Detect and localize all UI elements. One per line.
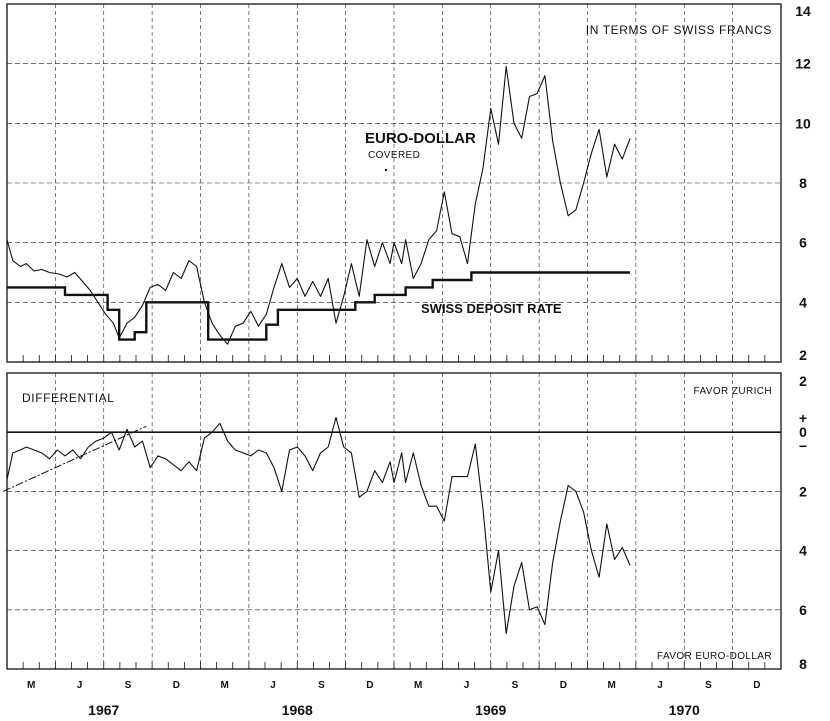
bottom-y-tick-label: 2 bbox=[799, 373, 807, 389]
eurodollar-label: EURO-DOLLAR bbox=[365, 130, 476, 147]
differential-trend-line bbox=[2, 425, 147, 492]
x-year-label: 1970 bbox=[669, 702, 700, 718]
bottom-panel-title: DIFFERENTIAL bbox=[22, 391, 115, 405]
top-series-layer bbox=[6, 66, 631, 345]
favor-zurich-label: FAVOR ZURICH bbox=[693, 386, 772, 397]
bottom-y-tick-label: 6 bbox=[799, 602, 807, 618]
bottom-y-tick-label: 8 bbox=[799, 656, 807, 672]
top-y-tick-label: 6 bbox=[799, 235, 807, 251]
x-axis-labels: M J S D M J S D M J S D M J S D 1967 1968 1969 1970 bbox=[27, 680, 760, 718]
top-month-ticks bbox=[22, 355, 766, 362]
x-month-label: J bbox=[77, 680, 83, 691]
x-month-label: D bbox=[173, 680, 180, 691]
x-month-label: S bbox=[512, 680, 519, 691]
top-y-tick-labels: 2 4 6 8 10 12 14 bbox=[795, 3, 811, 363]
top-panel: 2 4 6 8 10 12 14 IN TERMS OF SWISS FRANCS EURO… bbox=[6, 3, 811, 363]
x-month-label: M bbox=[221, 680, 229, 691]
x-month-label: J bbox=[464, 680, 470, 691]
eurodollar-line bbox=[6, 66, 631, 345]
x-month-label: J bbox=[270, 680, 276, 691]
eurodollar-sublabel: COVERED bbox=[368, 150, 420, 161]
x-month-label: M bbox=[27, 680, 35, 691]
top-panel-title: IN TERMS OF SWISS FRANCS bbox=[586, 23, 772, 37]
bottom-month-ticks bbox=[22, 662, 766, 669]
bottom-y-tick-label: 0 bbox=[799, 424, 807, 440]
top-y-tick-label: 12 bbox=[795, 56, 811, 72]
top-y-tick-label: 2 bbox=[799, 347, 807, 363]
bottom-y-tick-labels: 2 0 2 4 6 8 + − bbox=[799, 373, 807, 672]
x-month-label: D bbox=[560, 680, 567, 691]
x-month-label: S bbox=[705, 680, 712, 691]
top-y-tick-label: 10 bbox=[795, 115, 811, 131]
plus-marker: + bbox=[799, 410, 807, 426]
favor-eurodollar-label: FAVOR EURO-DOLLAR bbox=[657, 651, 772, 662]
x-month-label: S bbox=[318, 680, 325, 691]
x-month-label: D bbox=[366, 680, 373, 691]
top-y-tick-label: 4 bbox=[799, 294, 807, 310]
x-month-label: D bbox=[753, 680, 760, 691]
minus-marker: − bbox=[799, 438, 807, 454]
bottom-y-tick-label: 2 bbox=[799, 483, 807, 499]
x-year-label: 1967 bbox=[88, 702, 119, 718]
x-year-label: 1968 bbox=[282, 702, 313, 718]
x-month-label: M bbox=[414, 680, 422, 691]
differential-line bbox=[6, 416, 631, 635]
x-month-label: J bbox=[657, 680, 663, 691]
top-gridlines bbox=[7, 4, 781, 362]
bottom-gridlines bbox=[7, 373, 781, 669]
top-y-tick-label: 8 bbox=[799, 175, 807, 191]
x-month-label: S bbox=[125, 680, 132, 691]
bottom-series-layer bbox=[2, 416, 631, 635]
x-year-label: 1969 bbox=[475, 702, 506, 718]
top-y-tick-label: 14 bbox=[795, 3, 811, 19]
bottom-panel: 2 0 2 4 6 8 + − DIFFERENTIAL FAVOR ZURICH FAVOR… bbox=[2, 372, 807, 672]
swiss-deposit-rate-label: SWISS DEPOSIT RATE bbox=[421, 301, 562, 316]
x-month-label: M bbox=[608, 680, 616, 691]
swiss-deposit-rate-line bbox=[7, 271, 631, 341]
annotation-dot bbox=[384, 168, 388, 172]
bottom-y-tick-label: 4 bbox=[799, 543, 807, 559]
